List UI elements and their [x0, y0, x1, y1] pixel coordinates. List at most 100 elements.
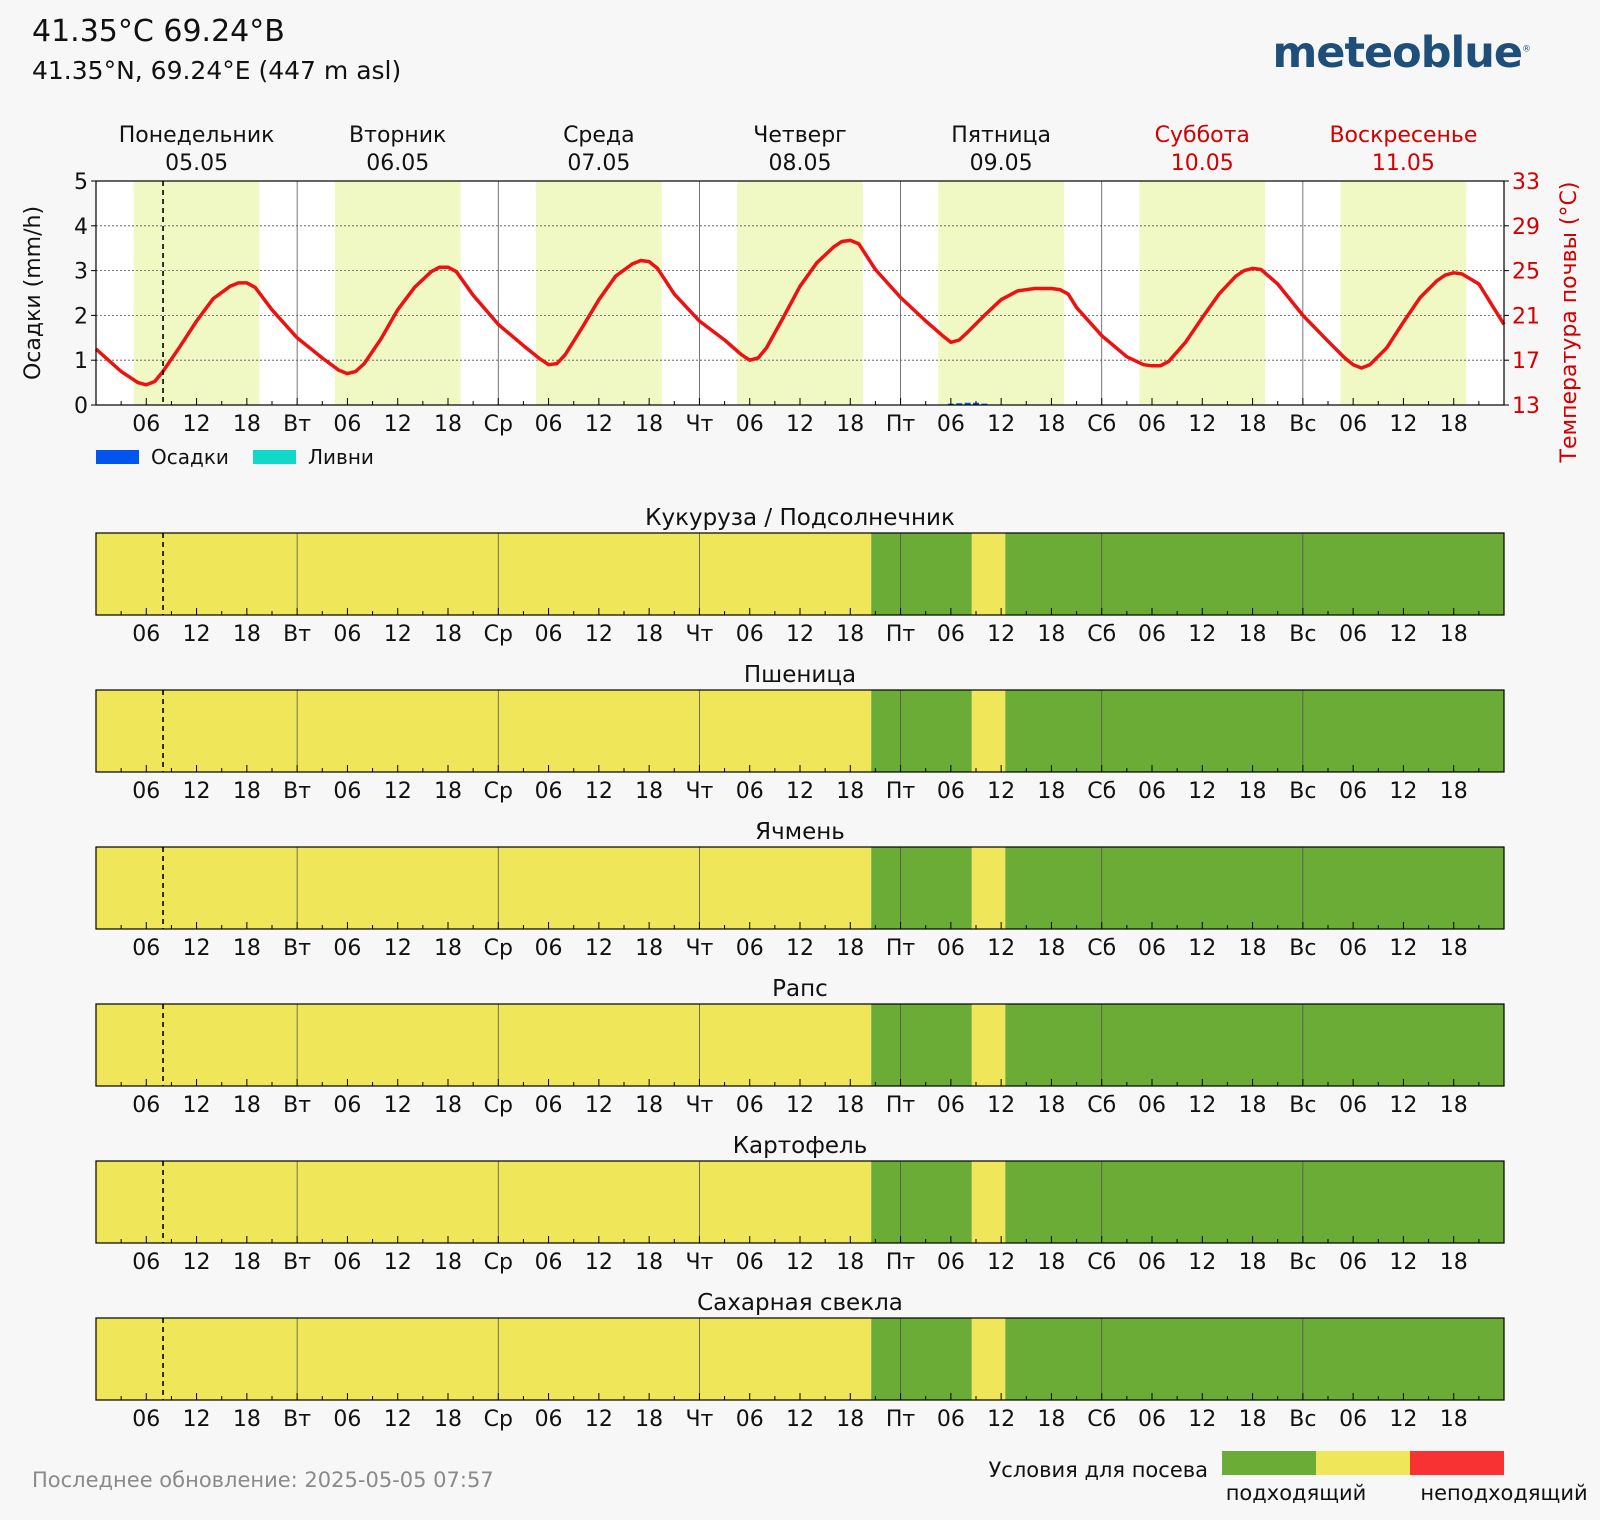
x-tick-label: 12 [987, 1250, 1015, 1275]
x-tick-label: 18 [1037, 779, 1065, 804]
x-tick-label: 12 [786, 1407, 814, 1432]
condition-segment [871, 533, 972, 615]
x-tick-label: 06 [333, 779, 361, 804]
x-tick-label: 12 [183, 412, 211, 437]
x-tick-label: Вт [283, 412, 311, 437]
sowing-legend-swatch [1410, 1451, 1504, 1475]
y-tick-label-right: 17 [1512, 349, 1540, 374]
x-tick-label: Чт [685, 779, 713, 804]
x-tick-label: Вс [1289, 779, 1316, 804]
condition-segment [1005, 1004, 1504, 1086]
x-tick-label: 12 [1389, 622, 1417, 647]
crop-title: Пшеница [744, 662, 856, 688]
condition-segment [871, 690, 972, 772]
x-tick-label: 06 [333, 622, 361, 647]
x-tick-label: Вс [1289, 1093, 1316, 1118]
crop-title: Сахарная свекла [697, 1290, 903, 1316]
day-date: 05.05 [165, 151, 228, 176]
y-tick-label-right: 33 [1512, 170, 1540, 195]
x-tick-label: 06 [1339, 622, 1367, 647]
x-tick-label: 18 [1239, 1093, 1267, 1118]
logo-registered-mark: ® [1522, 44, 1531, 55]
x-tick-label: 06 [736, 1093, 764, 1118]
x-tick-label: 18 [1239, 1250, 1267, 1275]
x-tick-label: 12 [585, 779, 613, 804]
x-tick-label: 18 [434, 779, 462, 804]
x-tick-label: 06 [132, 1250, 160, 1275]
x-tick-label: Вт [283, 622, 311, 647]
crop-title: Картофель [733, 1133, 868, 1159]
x-tick-label: 06 [132, 1093, 160, 1118]
x-tick-label: 12 [786, 622, 814, 647]
x-tick-label: 06 [1138, 1093, 1166, 1118]
condition-segment [96, 1318, 872, 1400]
x-tick-label: 12 [786, 1250, 814, 1275]
x-tick-label: 12 [1389, 1093, 1417, 1118]
x-tick-label: 12 [987, 622, 1015, 647]
condition-segment [1005, 690, 1504, 772]
x-tick-label: 12 [786, 779, 814, 804]
x-tick-label: 06 [937, 622, 965, 647]
x-tick-label: Вс [1289, 412, 1316, 437]
x-tick-label: 12 [1389, 779, 1417, 804]
precipitation-bar [981, 403, 988, 405]
last-updated: Последнее обновление: 2025-05-05 07:57 [32, 1468, 494, 1492]
x-tick-label: 06 [736, 779, 764, 804]
x-tick-label: Пт [886, 936, 916, 961]
x-tick-label: 18 [1440, 412, 1468, 437]
condition-segment [96, 1004, 872, 1086]
crop-title: Кукуруза / Подсолнечник [645, 505, 955, 531]
sowing-legend-swatch [1222, 1451, 1316, 1475]
x-tick-label: 18 [434, 622, 462, 647]
x-tick-label: 18 [1239, 1407, 1267, 1432]
day-name: Вторник [349, 123, 446, 148]
x-tick-label: 06 [937, 1250, 965, 1275]
x-tick-label: 06 [132, 412, 160, 437]
y-axis-title-left: Осадки (mm/h) [21, 206, 46, 380]
x-tick-label: Вт [283, 1250, 311, 1275]
x-tick-label: Вт [283, 936, 311, 961]
x-tick-label: 06 [535, 1093, 563, 1118]
x-tick-label: 12 [183, 1250, 211, 1275]
x-tick-label: 06 [736, 412, 764, 437]
condition-segment [971, 1161, 1006, 1243]
sowing-legend-title: Условия для посева [989, 1458, 1209, 1482]
x-tick-label: Сб [1087, 779, 1116, 804]
x-tick-label: 12 [384, 936, 412, 961]
sowing-legend-low: подходящий [1226, 1481, 1367, 1505]
meteoblue-logo[interactable]: meteoblue® [1272, 28, 1531, 78]
location-title: 41.35°C 69.24°B [32, 14, 285, 49]
x-tick-label: Ср [484, 1250, 513, 1275]
condition-segment [1005, 533, 1504, 615]
x-tick-label: 06 [132, 622, 160, 647]
x-tick-label: 12 [786, 936, 814, 961]
x-tick-label: Вт [283, 779, 311, 804]
x-tick-label: 18 [1239, 622, 1267, 647]
x-tick-label: Пт [886, 1093, 916, 1118]
x-tick-label: 06 [736, 1250, 764, 1275]
x-tick-label: Чт [685, 412, 713, 437]
x-tick-label: 06 [736, 936, 764, 961]
x-tick-label: 06 [1138, 622, 1166, 647]
x-tick-label: 12 [987, 1407, 1015, 1432]
x-tick-label: Сб [1087, 412, 1116, 437]
x-tick-label: 06 [1339, 779, 1367, 804]
x-tick-label: 18 [434, 936, 462, 961]
x-tick-label: 06 [937, 779, 965, 804]
x-tick-label: Чт [685, 1407, 713, 1432]
precipitation-bar [964, 402, 971, 405]
x-tick-label: Вт [283, 1093, 311, 1118]
x-tick-label: 06 [1138, 936, 1166, 961]
x-tick-label: Пт [886, 412, 916, 437]
x-tick-label: 18 [233, 622, 261, 647]
x-tick-label: 18 [233, 1250, 261, 1275]
x-tick-label: 12 [1188, 1250, 1216, 1275]
x-tick-label: 06 [1138, 779, 1166, 804]
x-tick-label: 12 [987, 936, 1015, 961]
x-tick-label: Чт [685, 622, 713, 647]
y-tick-label-left: 1 [74, 349, 88, 374]
x-tick-label: 18 [635, 622, 663, 647]
x-tick-label: 06 [333, 1407, 361, 1432]
x-tick-label: 18 [434, 412, 462, 437]
